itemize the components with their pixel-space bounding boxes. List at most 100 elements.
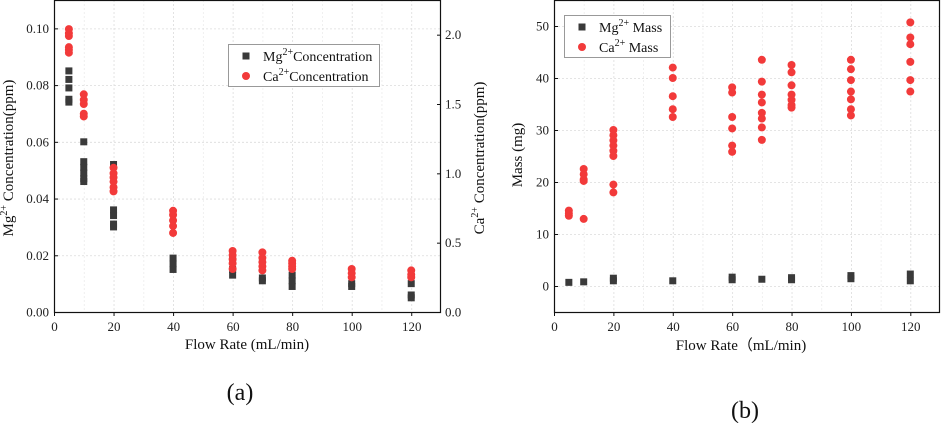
legend-marker-circle [578, 43, 586, 51]
data-point-circle [109, 163, 118, 172]
data-point-circle [258, 266, 267, 275]
data-point-square [169, 265, 177, 273]
y-tick-label: 20 [536, 175, 549, 190]
x-tick-label: 0 [551, 319, 558, 334]
x-tick-label: 0 [51, 319, 58, 334]
data-point-square [80, 158, 88, 166]
data-point-square [80, 163, 88, 171]
data-point-circle [846, 111, 855, 120]
data-point-circle [757, 55, 766, 64]
data-point-square [169, 254, 177, 262]
y-tick-label: 0.02 [26, 248, 49, 263]
y-tick-label: 0.04 [26, 191, 49, 206]
y-tick-label: 0.06 [26, 134, 49, 149]
plot-frame [553, 0, 941, 314]
x-tick-label: 100 [342, 319, 362, 334]
data-point-circle [564, 211, 573, 220]
data-point-square [728, 273, 736, 281]
data-point-circle [757, 108, 766, 117]
y2-tick-label: 0.5 [445, 235, 461, 250]
data-point-square [565, 278, 573, 286]
data-point-circle [757, 135, 766, 144]
legend-label: Mg2+Concentration [263, 47, 372, 65]
data-point-circle [579, 214, 588, 223]
figure-caption: (b) [731, 398, 759, 423]
y-tick-label: 0.10 [26, 21, 49, 36]
data-point-circle [668, 92, 677, 101]
x-axis-label: Flow Rate（mL/min) [676, 337, 806, 354]
y-tick-label: 0.08 [26, 78, 49, 93]
y-tick-label: 0 [543, 279, 550, 294]
legend-marker-square [578, 23, 586, 31]
data-point-circle [906, 33, 915, 42]
data-point-circle [728, 88, 737, 97]
data-point-circle [728, 124, 737, 133]
data-point-square [407, 280, 415, 288]
data-point-circle [169, 210, 178, 219]
data-point-circle [79, 100, 88, 108]
y-axis-label: Mg2+ Concentration(ppm) [0, 80, 17, 237]
data-point-circle [846, 76, 855, 85]
x-tick-label: 120 [901, 319, 921, 334]
data-point-circle [258, 248, 267, 257]
data-point-circle [407, 273, 416, 282]
data-point-square [110, 212, 118, 220]
data-point-square [906, 277, 914, 285]
data-point-square [65, 75, 73, 83]
data-point-circle [228, 265, 237, 274]
y2-tick-label: 1.0 [445, 166, 461, 181]
data-point-circle [64, 32, 73, 41]
figure-caption: (a) [227, 380, 254, 406]
x-tick-label: 100 [842, 319, 862, 334]
data-point-circle [846, 95, 855, 104]
data-point-square [407, 294, 415, 302]
data-point-square [65, 98, 73, 106]
y2-axis-label: Ca2+ Concentration(ppm) [470, 82, 488, 235]
data-point-circle [787, 61, 796, 69]
data-point-circle [609, 188, 618, 197]
data-point-circle [728, 113, 737, 121]
data-point-square [609, 274, 617, 282]
y2-tick-label: 0.0 [445, 305, 461, 320]
data-point-square [788, 274, 796, 282]
data-point-circle [787, 68, 796, 77]
data-point-circle [757, 114, 766, 123]
y-tick-label: 30 [536, 123, 549, 138]
data-point-circle [79, 112, 88, 121]
data-point-circle [79, 90, 88, 99]
data-point-circle [787, 103, 796, 112]
data-point-circle [169, 216, 178, 225]
data-point-circle [169, 228, 178, 237]
y-tick-label: 0.00 [26, 305, 49, 320]
data-point-circle [609, 152, 618, 160]
data-point-circle [109, 187, 118, 196]
data-point-circle [906, 57, 915, 66]
data-point-square [288, 271, 296, 279]
data-point-circle [288, 265, 297, 274]
data-point-square [258, 277, 266, 285]
x-tick-label: 80 [286, 319, 299, 334]
x-tick-label: 40 [167, 319, 180, 334]
data-point-square [580, 278, 588, 286]
data-point-circle [347, 273, 356, 282]
data-point-circle [109, 177, 118, 186]
x-tick-label: 60 [227, 319, 240, 334]
legend-label: Mg2+ Mass [599, 18, 662, 36]
data-point-circle [728, 141, 737, 150]
data-point-circle [757, 90, 766, 99]
data-point-circle [579, 176, 588, 185]
data-point-circle [757, 98, 766, 107]
data-point-circle [906, 18, 915, 27]
y2-tick-label: 2.0 [445, 27, 461, 42]
data-point-circle [846, 55, 855, 64]
y-tick-label: 40 [536, 71, 549, 86]
y-tick-label: 50 [536, 19, 549, 34]
y-axis-label: Mass (mg) [510, 123, 526, 188]
data-point-circle [846, 65, 855, 74]
legend-marker-square [242, 52, 250, 60]
legend-label: Ca2+ Mass [599, 38, 658, 56]
data-point-circle [757, 123, 766, 132]
data-point-square [110, 206, 118, 214]
data-point-circle [609, 180, 618, 189]
data-point-circle [906, 76, 915, 85]
